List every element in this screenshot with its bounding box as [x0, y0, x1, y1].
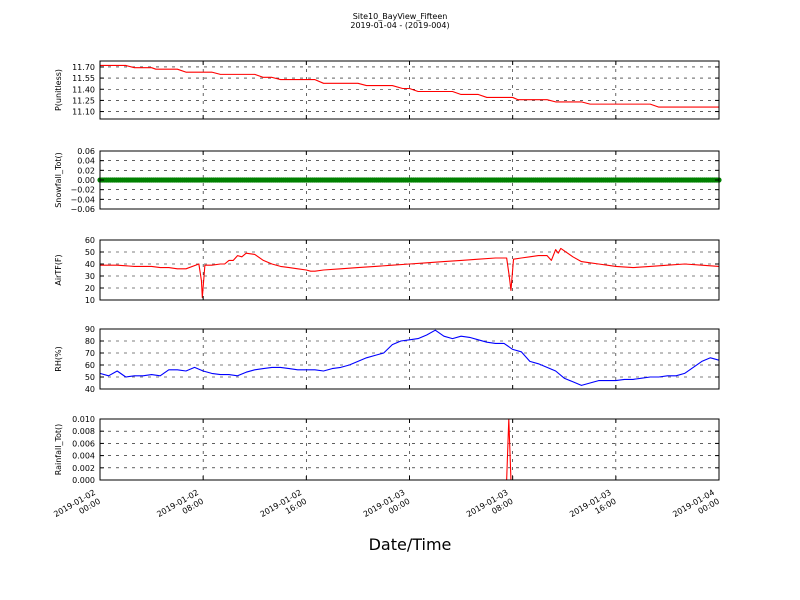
y-tick-label: 40: [85, 385, 95, 394]
chart-title: Site10_BayView_Fifteen: [353, 12, 448, 21]
y-tick-label: 40: [85, 260, 95, 269]
y-tick-label: 0.004: [72, 452, 95, 461]
x-tick-label: 2019-01-0300:00: [362, 488, 412, 528]
x-tick-label: 2019-01-0308:00: [465, 488, 515, 528]
y-axis-label: Snowfall_Tot(): [54, 152, 63, 208]
y-tick-label: −0.04: [70, 195, 95, 204]
series-line: [99, 329, 720, 386]
series-line: [100, 247, 720, 299]
series-line: [100, 64, 719, 108]
y-tick-label: 50: [85, 248, 95, 257]
y-tick-label: 11.40: [72, 85, 95, 94]
y-axis-label: Rainfall_Tot(): [54, 424, 63, 476]
x-tick-label: 2019-01-0200:00: [52, 488, 102, 528]
y-tick-label: 0.010: [72, 415, 95, 424]
x-tick-label: 2019-01-0216:00: [259, 488, 309, 528]
panels: 11.10 11.25 11.40 11.55 11.70 P(unitless) −0.0…: [54, 60, 722, 485]
x-axis-tick-labels: 2019-01-0200:00 2019-01-0208:00 2019-01-02…: [52, 488, 721, 528]
y-tick-label: 80: [85, 337, 95, 346]
y-tick-label: 50: [85, 373, 95, 382]
panel-4: 40 50 60 70 80 90 RH(%): [54, 325, 720, 394]
y-tick-label: 0.000: [72, 476, 95, 485]
y-tick-label: 0.008: [72, 427, 95, 436]
chart-subtitle: 2019-01-04 - (2019-004): [350, 21, 449, 30]
y-tick-label: 0.02: [77, 166, 95, 175]
y-axis-label: AirTF(F): [54, 254, 63, 285]
y-tick-label: 70: [85, 349, 95, 358]
y-axis-label: P(unitless): [54, 69, 63, 111]
y-tick-label: 0.006: [72, 439, 95, 448]
x-tick-label: 2019-01-0400:00: [671, 488, 721, 528]
y-tick-label: 11.25: [72, 96, 95, 105]
y-axis-label: RH(%): [54, 346, 63, 371]
x-tick-label: 2019-01-0208:00: [155, 488, 205, 528]
y-tick-label: 60: [85, 361, 95, 370]
y-tick-label: 11.55: [72, 74, 95, 83]
y-tick-label: 0.00: [77, 176, 95, 185]
y-tick-label: 20: [85, 284, 95, 293]
y-tick-label: 90: [85, 325, 95, 334]
y-tick-label: −0.06: [70, 205, 95, 214]
y-tick-label: 10: [85, 296, 95, 305]
panel-5: 0.000 0.002 0.004 0.006 0.008 0.010 Rainfall_T…: [54, 415, 720, 485]
y-tick-label: 0.06: [77, 147, 95, 156]
x-axis-label: Date/Time: [369, 535, 452, 554]
panel-3: 10 20 30 40 50 60 AirTF(F): [54, 236, 720, 305]
y-tick-label: 30: [85, 272, 95, 281]
y-tick-label: −0.02: [70, 186, 95, 195]
x-tick-label: 2019-01-0316:00: [568, 488, 618, 528]
panel-1: 11.10 11.25 11.40 11.55 11.70 P(unitless): [54, 60, 720, 120]
y-tick-label: 60: [85, 236, 95, 245]
y-tick-label: 11.10: [72, 108, 95, 117]
y-tick-label: 11.70: [72, 63, 95, 72]
y-tick-label: 0.04: [77, 157, 95, 166]
y-tick-label: 0.002: [72, 464, 95, 473]
panel-2: −0.06−0.04−0.020.000.020.040.06 Snowfall_…: [54, 147, 722, 214]
